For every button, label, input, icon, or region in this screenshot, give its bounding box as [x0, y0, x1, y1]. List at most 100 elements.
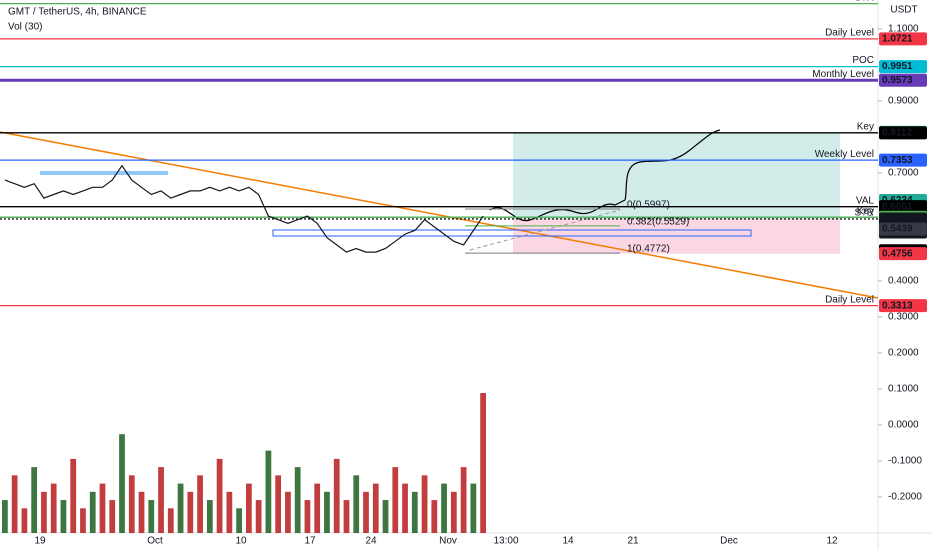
- x-tick-label: 10: [235, 536, 247, 547]
- price-tag-label: 1.0721: [882, 33, 913, 44]
- x-tick-label: Oct: [147, 536, 163, 547]
- volume-bar: [41, 491, 47, 533]
- volume-bar: [99, 483, 106, 533]
- level-name: Key: [857, 206, 874, 217]
- volume-bar: [80, 508, 86, 533]
- x-tick-label: 24: [365, 536, 377, 547]
- x-tick-label: 12: [826, 536, 838, 547]
- volume-bar: [11, 475, 18, 533]
- volume-bar: [2, 500, 8, 533]
- profit-zone: [513, 132, 840, 219]
- price-tag: [879, 126, 927, 140]
- volume-bar: [216, 458, 223, 533]
- price-tag-label: 0.8112: [882, 127, 912, 138]
- level-name: S?R: [855, 208, 874, 219]
- volume-bar: [314, 483, 321, 533]
- volume-bar: [246, 483, 252, 533]
- price-tag-label: 0.5439: [882, 224, 913, 235]
- fib-label: 0(0.5997): [627, 200, 670, 211]
- level-name: POC: [852, 55, 874, 66]
- y-tick-label: -0.1000: [888, 456, 922, 467]
- volume-bar: [21, 508, 28, 533]
- y-tick-label: -0.2000: [888, 492, 922, 503]
- volume-bar: [470, 483, 477, 533]
- level-name: Weekly Level: [815, 149, 874, 160]
- volume-bar: [148, 500, 155, 533]
- volume-bar: [265, 450, 272, 533]
- drawings: [513, 132, 840, 254]
- volume-bar: [167, 508, 174, 533]
- level-name: Daily Level: [825, 27, 874, 38]
- price-tag-label: 0.7353: [882, 155, 913, 166]
- volume-bar: [89, 491, 96, 533]
- x-tick-label: Dec: [720, 536, 738, 547]
- volume-bar: [450, 491, 457, 533]
- x-tick-label: 19: [34, 536, 46, 547]
- volume-bar: [255, 500, 262, 533]
- price-tag-label: 0.5720: [882, 214, 913, 225]
- volume-bar: [70, 458, 77, 533]
- volume-bar: [128, 475, 135, 533]
- volume-bar: [158, 467, 164, 533]
- volume-bar: [480, 393, 486, 533]
- price-tag: [879, 247, 927, 261]
- volume-bar: [441, 483, 447, 533]
- level-name: Key: [857, 121, 874, 132]
- volume-bar: [294, 467, 301, 533]
- volume-bar: [324, 491, 330, 533]
- volume-bar: [138, 491, 145, 533]
- y-tick-label: 0.3000: [888, 312, 919, 323]
- price-tag-label: 0.3313: [882, 300, 913, 311]
- volume-bar: [177, 483, 184, 533]
- y-tick-label: 0.9000: [888, 95, 919, 106]
- volume-bar: [460, 467, 467, 533]
- volume-bar: [372, 483, 379, 533]
- volume-bar: [363, 491, 369, 533]
- price-tag: [879, 222, 927, 236]
- volume-bar: [402, 483, 408, 533]
- volume-bar: [411, 491, 418, 533]
- volume-bar: [275, 475, 282, 533]
- volume-bar: [431, 500, 438, 533]
- volume-bar: [31, 467, 38, 533]
- volume-bar: [285, 491, 291, 533]
- volume-bar: [392, 467, 399, 533]
- zone: [40, 171, 168, 175]
- volume-bar: [109, 500, 116, 533]
- volume-bar: [304, 500, 311, 533]
- price-tag: [879, 60, 927, 74]
- volume-bar: [421, 475, 428, 533]
- price-tag-label: 0.6061: [882, 201, 913, 212]
- y-tick-label: 1.1000: [888, 23, 919, 34]
- y-tick-label: 0.0000: [888, 420, 919, 431]
- level-name: Daily Level: [825, 294, 874, 305]
- volume-bar: [353, 475, 360, 533]
- level-name: S?R: [855, 0, 874, 3]
- y-tick-label: 0.4000: [888, 276, 919, 287]
- volume-bar: [226, 491, 233, 533]
- fib-label: 1(0.4772): [627, 244, 670, 255]
- projection: [489, 129, 721, 222]
- volume-bar: [206, 500, 213, 533]
- volume-bar: [197, 475, 203, 533]
- price-tag-label: 0.9951: [882, 61, 913, 72]
- volume-bar: [236, 508, 242, 533]
- price-tag-label: 0.9573: [882, 75, 913, 86]
- title: GMT / TetherUS, 4h, BINANCE: [8, 7, 147, 18]
- price-tag: [879, 200, 927, 214]
- level-name: VAL: [856, 195, 875, 206]
- volume-bar: [119, 434, 125, 533]
- volume-bar: [382, 500, 389, 533]
- subtitle: Vol (30): [8, 22, 42, 33]
- x-tick-label: Nov: [439, 536, 457, 547]
- y-tick-label: 0.7000: [888, 168, 919, 179]
- price-line: [4, 164, 484, 253]
- volume-bar: [60, 500, 67, 533]
- y-tick-label: 0.1000: [888, 384, 919, 395]
- zone: [272, 229, 752, 237]
- price-tag: [879, 32, 927, 46]
- fib-label: 0.382(0.5529): [627, 216, 689, 227]
- price-tag: [879, 153, 927, 167]
